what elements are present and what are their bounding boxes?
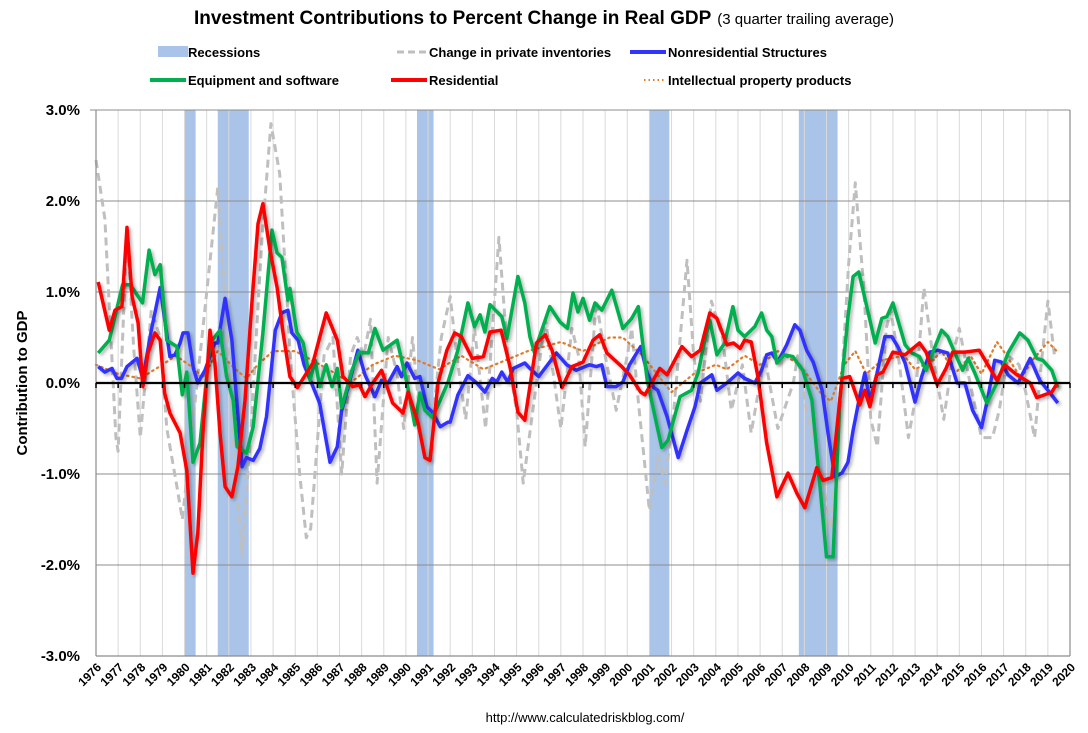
x-tick-label: 1991 — [407, 660, 436, 689]
x-tick-label: 2004 — [695, 660, 724, 689]
x-tick-label: 2018 — [1005, 660, 1034, 689]
x-tick-label: 1985 — [275, 660, 304, 689]
y-axis-ticks: 3.0% 2.0% 1.0% 0.0% -1.0% -2.0% -3.0% — [41, 102, 80, 665]
x-tick-label: 1977 — [97, 660, 126, 689]
x-tick-label: 1999 — [584, 660, 613, 689]
x-axis-ticks: 1976197719781979198019811982198319841985… — [75, 660, 1078, 689]
x-tick-label: 1995 — [496, 660, 525, 689]
x-tick-label: 1993 — [452, 660, 481, 689]
legend-item: Change in private inventories — [397, 45, 611, 60]
y-axis-label: Contribution to GDP — [14, 311, 31, 456]
series-line-change-in-private-inventories — [94, 122, 1056, 558]
chart-title: Investment Contributions to Percent Chan… — [194, 8, 894, 29]
legend-swatch-band — [158, 46, 188, 57]
chart-subtitle: (3 quarter trailing average) — [717, 11, 894, 28]
legend-item: Nonresidential Structures — [630, 45, 827, 60]
x-tick-label: 2008 — [784, 660, 813, 689]
y-tick-label: -2.0% — [41, 557, 80, 574]
legend: Recessions Change in private inventories N… — [150, 45, 851, 88]
series-line-equipment-and-software — [96, 228, 1060, 559]
x-tick-label: 2005 — [717, 660, 746, 689]
x-tick-label: 2000 — [607, 660, 636, 689]
x-tick-label: 1988 — [341, 660, 370, 689]
y-tick-label: 1.0% — [46, 284, 80, 301]
x-tick-label: 1984 — [252, 660, 281, 689]
x-tick-label: 1979 — [142, 660, 171, 689]
x-tick-label: 1980 — [164, 660, 193, 689]
x-tick-label: 1989 — [363, 660, 392, 689]
axes — [90, 109, 1071, 657]
x-tick-label: 1994 — [474, 660, 503, 689]
x-tick-label: 1996 — [518, 660, 547, 689]
x-tick-label: 2002 — [651, 660, 680, 689]
series-lines — [94, 122, 1060, 575]
x-tick-label: 2019 — [1027, 660, 1056, 689]
chart-title-main: Investment Contributions to Percent Chan… — [194, 8, 712, 29]
x-tick-label: 2007 — [762, 660, 791, 689]
x-tick-label: 1987 — [319, 660, 348, 689]
y-tick-label: -3.0% — [41, 648, 80, 665]
legend-item: Intellectual property products — [644, 73, 851, 88]
x-tick-label: 2014 — [917, 660, 946, 689]
x-tick-label: 2017 — [983, 660, 1012, 689]
x-tick-label: 2013 — [894, 660, 923, 689]
x-tick-label: 1983 — [230, 660, 259, 689]
x-tick-label: 2020 — [1049, 660, 1078, 689]
chart-title-group: Investment Contributions to Percent Chan… — [194, 8, 894, 29]
x-tick-label: 1981 — [186, 660, 215, 689]
source-url: http://www.calculatedriskblog.com/ — [486, 710, 685, 725]
x-tick-label: 2009 — [806, 660, 835, 689]
legend-label: Residential — [429, 73, 498, 88]
x-tick-label: 2010 — [828, 660, 857, 689]
legend-item: Equipment and software — [150, 73, 339, 88]
legend-item: Recessions — [158, 45, 260, 60]
x-tick-label: 2012 — [872, 660, 901, 689]
x-tick-label: 1997 — [540, 660, 569, 689]
x-tick-label: 1992 — [430, 660, 459, 689]
x-tick-label: 1978 — [120, 660, 149, 689]
series-line-residential — [96, 201, 1060, 575]
legend-item: Residential — [391, 73, 498, 88]
y-tick-label: 2.0% — [46, 193, 80, 210]
x-tick-label: 2001 — [629, 660, 658, 689]
x-tick-label: 1990 — [385, 660, 414, 689]
x-tick-label: 1998 — [562, 660, 591, 689]
x-tick-label: 1986 — [297, 660, 326, 689]
y-tick-label: 0.0% — [46, 375, 80, 392]
legend-label: Recessions — [188, 45, 260, 60]
legend-label: Equipment and software — [188, 73, 339, 88]
x-tick-label: 1982 — [208, 660, 237, 689]
x-tick-label: 2011 — [851, 660, 880, 689]
legend-label: Nonresidential Structures — [668, 45, 827, 60]
y-tick-label: -1.0% — [41, 466, 80, 483]
x-tick-label: 2003 — [673, 660, 702, 689]
x-tick-label: 2015 — [939, 660, 968, 689]
legend-label: Intellectual property products — [668, 73, 851, 88]
x-tick-label: 2006 — [739, 660, 768, 689]
y-tick-label: 3.0% — [46, 102, 80, 119]
legend-label: Change in private inventories — [429, 45, 611, 60]
x-tick-label: 2016 — [961, 660, 990, 689]
